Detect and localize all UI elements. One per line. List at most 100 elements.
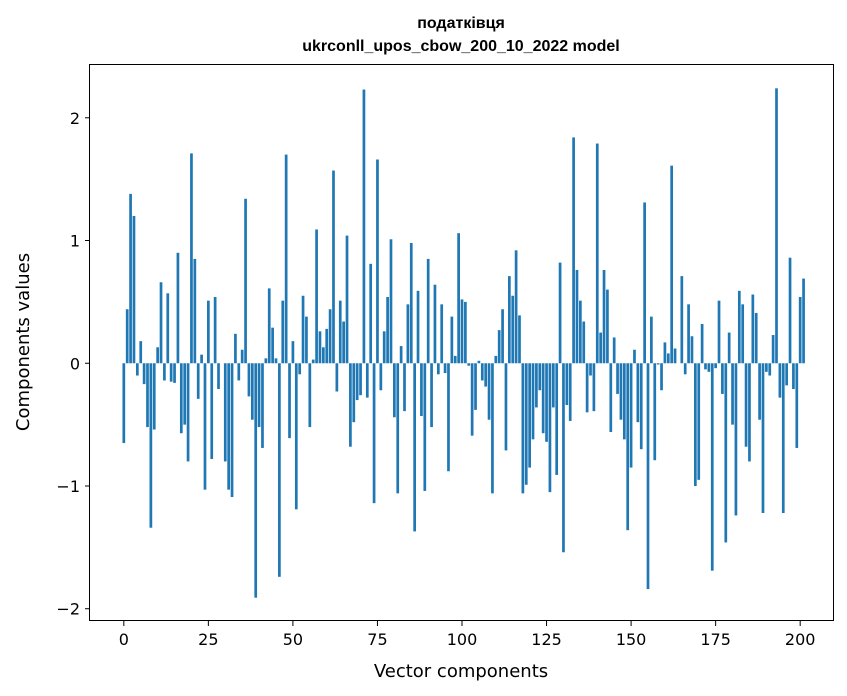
bar-17 — [179, 363, 183, 434]
bar-46 — [278, 363, 281, 577]
bar-16 — [176, 252, 180, 364]
bar-83 — [403, 363, 406, 412]
bar-109 — [491, 363, 494, 494]
bar-123 — [538, 363, 542, 391]
x-tick-label: 100 — [447, 630, 478, 649]
bar-87 — [416, 290, 420, 364]
bar-104 — [474, 363, 477, 410]
bar-20 — [190, 153, 193, 364]
y-tick-label: 0 — [70, 354, 80, 373]
bar-75 — [376, 159, 379, 364]
bar-90 — [426, 258, 430, 364]
bar-71 — [362, 89, 366, 364]
bar-138 — [589, 363, 592, 376]
bar-190 — [765, 363, 768, 372]
bar-187 — [754, 312, 758, 364]
bar-148 — [622, 363, 626, 440]
bar-197 — [788, 257, 792, 364]
bar-105 — [477, 360, 481, 364]
bar-19 — [186, 363, 190, 462]
bar-82 — [399, 346, 403, 364]
bar-155 — [646, 363, 650, 590]
bar-167 — [687, 304, 690, 364]
bar-162 — [670, 165, 674, 364]
bar-170 — [697, 363, 701, 480]
bar-194 — [778, 363, 782, 398]
bar-74 — [372, 363, 376, 504]
bar-79 — [389, 239, 393, 364]
bar-158 — [656, 363, 660, 365]
x-tick-label: 200 — [785, 630, 816, 649]
bar-124 — [541, 363, 545, 434]
y-tick-label: −1 — [56, 477, 80, 496]
bar-185 — [748, 363, 751, 462]
bar-113 — [504, 363, 508, 451]
plot-frame — [89, 64, 834, 621]
x-tick-label: 0 — [119, 630, 129, 649]
bar-131 — [565, 363, 569, 405]
bar-30 — [223, 363, 227, 462]
bar-156 — [650, 316, 653, 364]
bar-54 — [305, 316, 308, 364]
bar-51 — [294, 363, 298, 510]
bar-81 — [396, 363, 400, 494]
bar-188 — [758, 363, 761, 420]
bar-97 — [450, 316, 454, 364]
bar-111 — [497, 330, 501, 364]
bar-48 — [284, 154, 288, 364]
chart-subtitle: ukrconll_upos_cbow_200_10_2022 model — [302, 38, 619, 55]
bar-6 — [142, 363, 146, 385]
bar-57 — [315, 229, 318, 364]
bar-3 — [132, 215, 136, 364]
bar-38 — [250, 363, 254, 420]
bar-195 — [781, 363, 785, 513]
bar-175 — [714, 363, 717, 369]
bar-132 — [568, 363, 572, 421]
x-tick-label: 75 — [367, 630, 387, 649]
x-tick-label: 50 — [283, 630, 303, 649]
bar-72 — [365, 363, 369, 398]
bar-179 — [727, 332, 731, 364]
bar-42 — [264, 358, 268, 364]
bar-122 — [535, 363, 538, 408]
bar-114 — [507, 276, 511, 364]
bar-73 — [369, 263, 373, 364]
bar-24 — [203, 363, 207, 490]
bar-118 — [521, 363, 525, 494]
bar-94 — [440, 304, 444, 364]
bar-181 — [734, 363, 738, 516]
bar-169 — [693, 363, 697, 486]
bar-154 — [643, 202, 646, 364]
bar-160 — [663, 342, 667, 364]
y-tick-label: 1 — [70, 232, 80, 251]
bar-60 — [325, 328, 329, 364]
bar-22 — [196, 363, 200, 399]
bar-153 — [639, 363, 643, 450]
bar-93 — [436, 363, 440, 375]
bar-9 — [152, 363, 156, 430]
bar-110 — [494, 355, 498, 364]
bar-58 — [318, 331, 322, 364]
bar-137 — [585, 363, 589, 413]
bar-11 — [159, 282, 163, 364]
bar-139 — [592, 363, 596, 412]
bar-70 — [359, 363, 362, 396]
bar-150 — [629, 363, 633, 468]
bar-26 — [210, 363, 214, 459]
bar-199 — [795, 363, 799, 448]
bar-129 — [558, 262, 562, 364]
bar-21 — [193, 258, 197, 364]
bar-117 — [518, 315, 521, 364]
bar-41 — [261, 363, 264, 448]
bar-142 — [602, 269, 606, 364]
bar-128 — [555, 363, 559, 475]
bar-201 — [802, 278, 805, 364]
bar-176 — [717, 300, 721, 364]
bar-52 — [298, 363, 302, 375]
bar-56 — [311, 359, 315, 364]
bar-106 — [480, 363, 484, 381]
bar-49 — [288, 363, 291, 439]
bar-25 — [207, 300, 210, 364]
bar-86 — [413, 363, 417, 532]
